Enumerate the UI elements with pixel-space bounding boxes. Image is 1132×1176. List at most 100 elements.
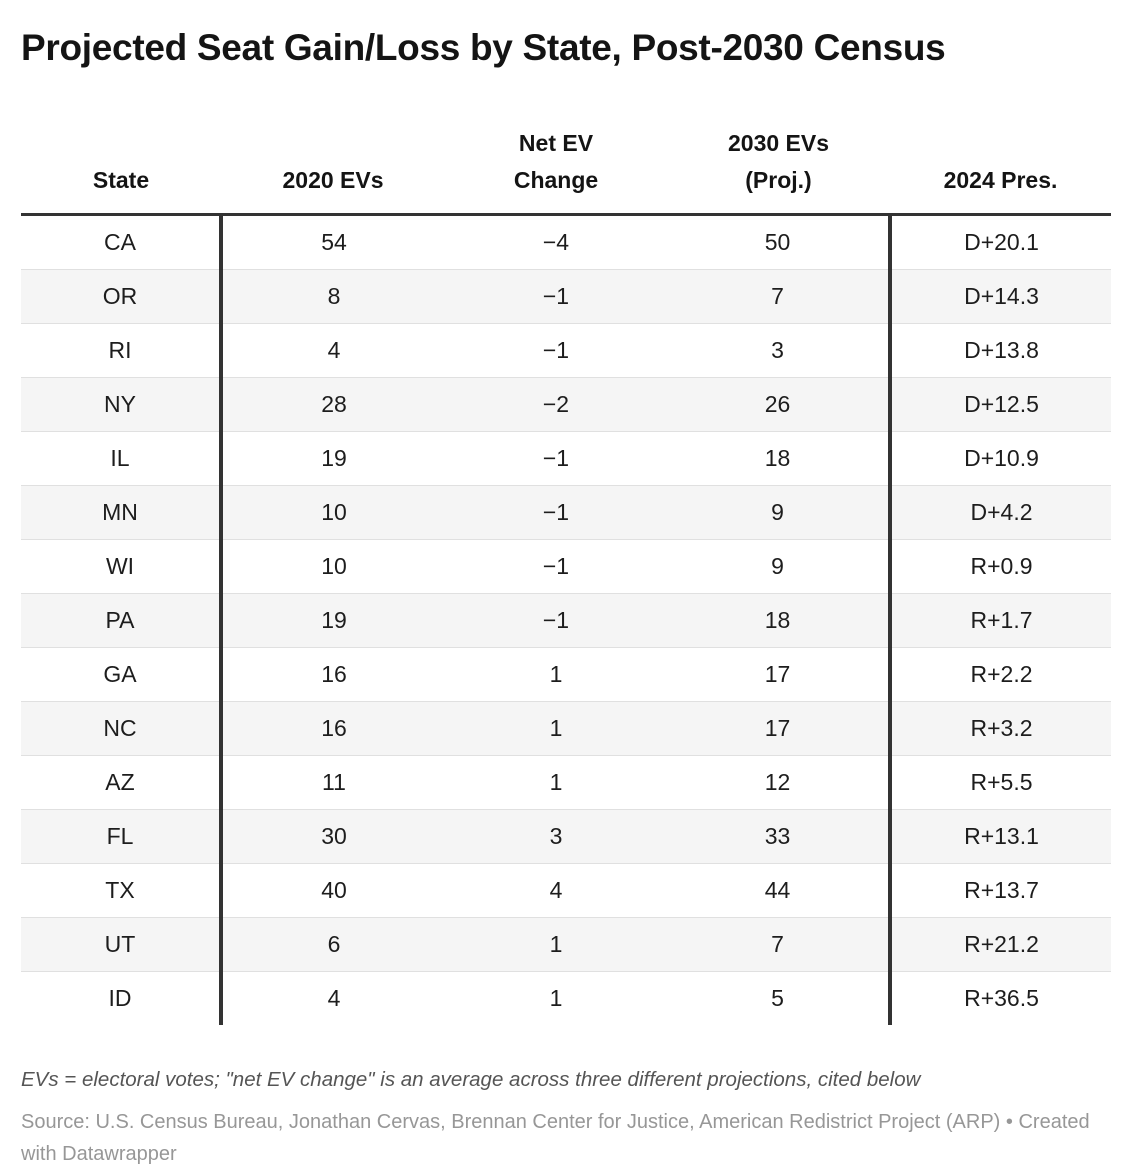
cell-state: MN	[21, 484, 223, 540]
cell-2030-evs: 50	[764, 228, 791, 255]
cell-2024-pres: D+13.8	[888, 322, 1111, 378]
cell-2030-evs: 3	[667, 322, 890, 378]
cell-net-ev-change: −1	[445, 430, 667, 486]
cell-2030-evs: 12	[667, 754, 890, 810]
table-body: CA 54 −4 50 D+20.1 OR 8 −1 7 D+14.3 RI 4 −1 3 D+13.8 NY…	[21, 214, 1111, 1025]
cell-state: IL	[21, 430, 223, 486]
cell-2030-evs: 33	[667, 808, 890, 864]
cell-2024-pres: D+4.2	[888, 484, 1111, 540]
cell-2020-evs: 16	[221, 646, 445, 702]
cell-2020-evs: 40	[221, 862, 445, 918]
cell-2030-evs: 17	[667, 700, 890, 756]
table-row: IL 19 −1 18 D+10.9	[21, 430, 1111, 486]
page-title: Projected Seat Gain/Loss by State, Post-…	[21, 27, 946, 68]
cell-2020-evs: 19	[221, 430, 445, 486]
cell-2020-evs: 11	[221, 754, 445, 810]
cell-net-ev-change: 3	[445, 808, 667, 864]
cell-state: AZ	[21, 754, 223, 810]
table-row: RI 4 −1 3 D+13.8	[21, 322, 1111, 378]
cell-net-ev-change: 1	[445, 970, 667, 1025]
cell-state: NC	[21, 700, 223, 756]
cell-2024-pres: R+13.7	[888, 862, 1111, 918]
cell-2020-evs: 4	[221, 322, 445, 378]
cell-2024-pres: R+36.5	[888, 970, 1111, 1025]
cell-net-ev-change: −1	[445, 538, 667, 594]
cell-2024-pres: D+10.9	[888, 430, 1111, 486]
cell-state: PA	[21, 592, 223, 648]
cell-state: ID	[21, 970, 223, 1025]
cell-2020-evs: 6	[221, 916, 445, 972]
source-line: Source: U.S. Census Bureau, Jonathan Cer…	[21, 1106, 1111, 1170]
cell-state: OR	[21, 268, 223, 324]
cell-2030-evs: 9	[667, 538, 890, 594]
cell-state: FL	[21, 808, 223, 864]
column-header-net-ev-change: Net EV Change	[445, 71, 667, 216]
table-row: PA 19 −1 18 R+1.7	[21, 592, 1111, 648]
attribution-link[interactable]: Created with Datawrapper	[21, 1110, 1090, 1165]
cell-2030-evs: 44	[667, 862, 890, 918]
cell-2030-evs: 5	[667, 970, 890, 1025]
cell-2020-evs: 10	[221, 484, 445, 540]
column-header-2030-evs: 2030 EVs (Proj.)	[667, 71, 890, 216]
cell-2024-pres: D+14.3	[888, 268, 1111, 324]
seat-projection-table: State 2020 EVs Net EV Change 2030 EVs (P…	[21, 71, 1111, 1025]
footnote: EVs = electoral votes; "net EV change" i…	[21, 1067, 921, 1091]
cell-2024-pres: D+20.1	[888, 214, 1111, 270]
cell-2020-evs: 54	[321, 228, 347, 255]
cell-2024-pres: R+2.2	[888, 646, 1111, 702]
cell-2024-pres: R+21.2	[888, 916, 1111, 972]
cell-2030-evs: 7	[667, 916, 890, 972]
table-row: CA 54 −4 50 D+20.1	[21, 214, 1111, 270]
cell-2024-pres: R+3.2	[888, 700, 1111, 756]
cell-2020-evs: 19	[221, 592, 445, 648]
cell-net-ev-change: −1	[445, 268, 667, 324]
column-header-2024-pres: 2024 Pres.	[890, 71, 1111, 216]
source-text: Source: U.S. Census Bureau, Jonathan Cer…	[21, 1110, 1001, 1133]
column-header-state: State	[21, 71, 221, 216]
cell-state: UT	[21, 916, 223, 972]
cell-net-ev-change: 4	[445, 862, 667, 918]
cell-net-ev-change: 1	[445, 916, 667, 972]
table-row: TX 40 4 44 R+13.7	[21, 862, 1111, 918]
cell-2030-evs: 9	[667, 484, 890, 540]
table-row: FL 30 3 33 R+13.1	[21, 808, 1111, 864]
cell-net-ev-change: 1	[445, 646, 667, 702]
cell-state: GA	[21, 646, 223, 702]
table-row: UT 6 1 7 R+21.2	[21, 916, 1111, 972]
column-header-2020-evs: 2020 EVs	[221, 71, 445, 216]
cell-2020-evs: 10	[221, 538, 445, 594]
cell-2030-evs: 18	[667, 592, 890, 648]
table-row: OR 8 −1 7 D+14.3	[21, 268, 1111, 324]
separator-bullet: •	[1005, 1110, 1013, 1133]
cell-state: TX	[21, 862, 223, 918]
table-row: NC 16 1 17 R+3.2	[21, 700, 1111, 756]
cell-net-ev-change: −4	[542, 228, 570, 255]
cell-2024-pres: R+1.7	[888, 592, 1111, 648]
table-header: State 2020 EVs Net EV Change 2030 EVs (P…	[21, 71, 1111, 216]
cell-2030-evs: 26	[667, 376, 890, 432]
cell-2030-evs: 17	[667, 646, 890, 702]
cell-2024-pres: D+12.5	[888, 376, 1111, 432]
cell-state: NY	[21, 376, 223, 432]
cell-2020-evs: 4	[221, 970, 445, 1025]
cell-net-ev-change: 1	[445, 700, 667, 756]
cell-state: CA	[21, 214, 223, 270]
table-row: NY 28 −2 26 D+12.5	[21, 376, 1111, 432]
cell-2020-evs: 28	[221, 376, 445, 432]
table-row: MN 10 −1 9 D+4.2	[21, 484, 1111, 540]
cell-net-ev-change: −1	[445, 322, 667, 378]
cell-net-ev-change: 1	[445, 754, 667, 810]
cell-net-ev-change: −2	[445, 376, 667, 432]
cell-2024-pres: R+5.5	[888, 754, 1111, 810]
cell-state: WI	[21, 538, 223, 594]
table-row: WI 10 −1 9 R+0.9	[21, 538, 1111, 594]
table-row: AZ 11 1 12 R+5.5	[21, 754, 1111, 810]
cell-2020-evs: 30	[221, 808, 445, 864]
table-row: GA 16 1 17 R+2.2	[21, 646, 1111, 702]
cell-2030-evs: 18	[667, 430, 890, 486]
cell-2020-evs: 8	[221, 268, 445, 324]
table-row: ID 4 1 5 R+36.5	[21, 970, 1111, 1025]
cell-2020-evs: 16	[221, 700, 445, 756]
cell-net-ev-change: −1	[445, 484, 667, 540]
